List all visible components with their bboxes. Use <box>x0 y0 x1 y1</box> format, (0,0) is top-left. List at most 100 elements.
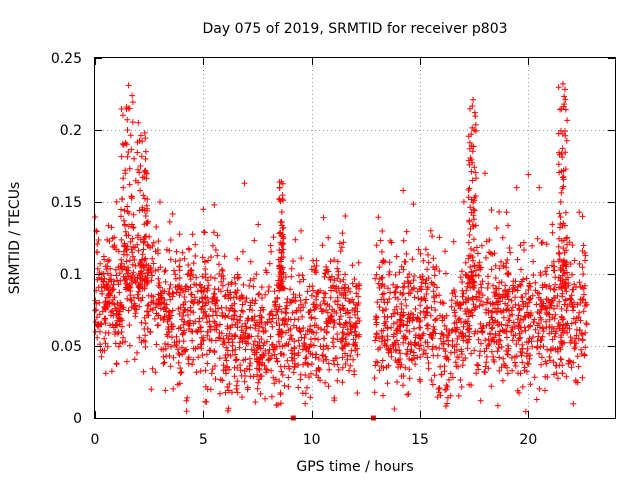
data-point <box>157 299 164 306</box>
data-point <box>470 143 477 150</box>
y-axis-label: SRMTID / TECUs <box>7 182 23 295</box>
data-point <box>178 285 185 292</box>
data-point <box>242 338 249 345</box>
data-point <box>271 303 278 309</box>
data-point <box>564 241 571 248</box>
data-point <box>526 355 533 362</box>
data-point <box>474 361 480 368</box>
data-point <box>254 385 261 392</box>
data-point <box>304 384 310 391</box>
data-point <box>483 254 489 261</box>
data-point <box>537 314 544 321</box>
data-point <box>114 277 121 284</box>
data-point <box>302 400 309 407</box>
data-point <box>425 343 431 350</box>
data-point <box>113 360 120 367</box>
data-point <box>258 373 265 380</box>
data-point <box>505 288 512 295</box>
data-point <box>556 210 563 217</box>
data-point <box>298 334 305 341</box>
data-point <box>211 201 218 208</box>
data-point <box>373 358 380 365</box>
data-point <box>525 313 532 319</box>
data-point <box>536 290 543 297</box>
data-point <box>179 331 186 338</box>
data-point <box>282 309 289 316</box>
data-point <box>496 332 503 339</box>
data-point <box>423 305 430 312</box>
data-point <box>517 242 524 249</box>
data-point <box>455 363 462 370</box>
data-point <box>491 358 498 365</box>
data-point <box>519 359 526 366</box>
data-point <box>524 360 531 367</box>
data-point <box>558 168 565 175</box>
data-point <box>161 359 168 366</box>
data-point <box>258 336 265 342</box>
data-point <box>467 252 474 259</box>
data-point <box>242 373 249 379</box>
data-point <box>225 405 232 412</box>
data-point <box>262 395 269 402</box>
data-point <box>120 184 127 191</box>
data-point <box>494 402 501 409</box>
data-point <box>472 222 479 229</box>
data-point <box>137 163 144 169</box>
data-point <box>102 298 109 305</box>
data-point <box>127 238 134 245</box>
data-point <box>335 285 342 292</box>
data-point <box>423 291 430 297</box>
data-point <box>162 278 169 285</box>
data-point <box>251 300 258 307</box>
data-point <box>131 356 138 363</box>
data-point <box>128 297 135 304</box>
data-point <box>416 345 423 352</box>
data-point <box>398 301 405 307</box>
data-point <box>94 265 101 272</box>
data-point <box>152 267 159 274</box>
data-point <box>472 121 479 128</box>
data-point <box>476 294 483 301</box>
data-point <box>562 297 569 304</box>
data-point <box>340 335 347 342</box>
data-point <box>401 258 408 265</box>
data-point <box>456 354 462 361</box>
data-point <box>292 360 298 367</box>
data-point <box>581 291 587 298</box>
data-point <box>556 284 563 291</box>
data-point <box>173 289 180 296</box>
data-point <box>141 285 148 292</box>
data-point <box>572 319 579 326</box>
data-point <box>433 315 440 322</box>
data-point <box>278 258 285 265</box>
data-point <box>581 352 588 359</box>
data-point <box>136 207 143 214</box>
data-point <box>570 286 577 293</box>
data-point <box>313 262 320 269</box>
data-point <box>537 344 544 350</box>
data-point <box>232 308 238 315</box>
data-point <box>102 370 109 377</box>
data-point <box>425 251 431 258</box>
data-point <box>202 308 209 315</box>
data-point <box>442 248 449 255</box>
data-point <box>200 310 207 316</box>
data-point <box>313 257 320 264</box>
data-point <box>280 351 287 358</box>
data-point <box>124 295 131 302</box>
data-point <box>155 266 162 273</box>
data-point <box>420 257 427 264</box>
data-point <box>334 258 341 265</box>
data-point <box>340 305 347 311</box>
data-point <box>144 308 151 315</box>
y-tick-label: 0.15 <box>51 195 82 211</box>
data-point <box>256 376 263 383</box>
data-point <box>452 293 459 300</box>
data-point <box>245 315 252 322</box>
data-point <box>482 170 488 177</box>
data-point <box>157 199 163 205</box>
data-point <box>379 228 386 234</box>
data-point <box>558 150 565 157</box>
data-point <box>272 376 279 383</box>
data-point <box>196 318 203 325</box>
